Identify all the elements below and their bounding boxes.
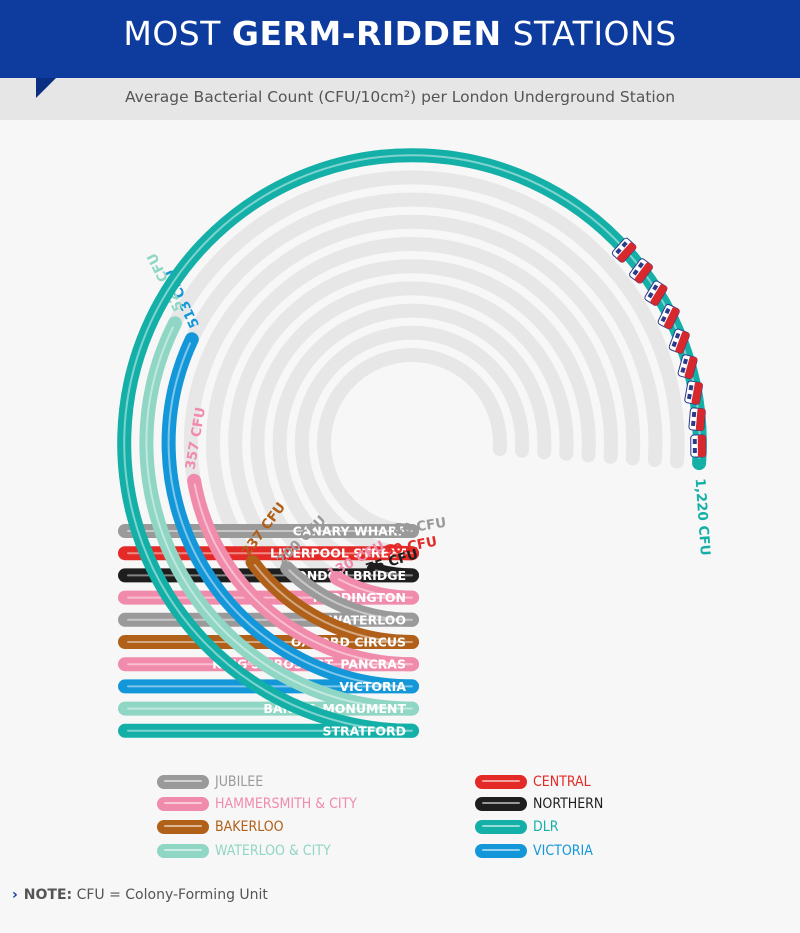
- track-2: [272, 303, 552, 583]
- title-banner: [0, 0, 800, 78]
- legend-swatch: [475, 775, 527, 789]
- track-1: [294, 325, 530, 561]
- bar-highlight: [127, 326, 413, 710]
- title-part-2: GERM-RIDDEN: [231, 14, 502, 53]
- station-label: CANARY WHARF: [293, 524, 406, 539]
- legend-item: CENTRAL: [475, 772, 591, 792]
- arc-liverpool-street: [383, 544, 419, 561]
- legend-label: DLR: [533, 819, 559, 835]
- arc-waterloo: [280, 561, 419, 627]
- legend-item: NORTHERN: [475, 794, 603, 814]
- bar-highlight: [127, 529, 413, 533]
- legend-label: WATERLOO & CITY: [215, 843, 331, 859]
- value-label: 40 CFU: [392, 515, 447, 539]
- legend-swatch: [157, 820, 209, 834]
- value-label: 1,220 CFU: [692, 478, 713, 556]
- title-part-3: STATIONS: [501, 14, 677, 53]
- train-icon: [611, 237, 707, 458]
- page-title: MOST GERM-RIDDEN STATIONS: [0, 14, 800, 53]
- arc-paddington: [329, 570, 419, 605]
- arc-king-s-cross-st-pancras: [187, 473, 419, 672]
- legend-swatch: [475, 820, 527, 834]
- title-part-1: MOST: [123, 14, 232, 53]
- station-label: LONDON BRIDGE: [289, 568, 406, 583]
- station-label: VICTORIA: [339, 679, 406, 694]
- legend-item: DLR: [475, 817, 558, 837]
- station-label: STRATFORD: [322, 723, 406, 738]
- arc-oxford-circus: [245, 555, 419, 649]
- chevron-right-icon: ›: [12, 887, 18, 903]
- banner-notch: [36, 78, 56, 98]
- legend-label: NORTHERN: [533, 796, 604, 812]
- legend-label: HAMMERSMITH & CITY: [215, 796, 357, 812]
- legend-swatch: [475, 797, 527, 811]
- track-0: [317, 348, 507, 538]
- arc-stratford: [117, 148, 707, 738]
- note-text: CFU = Colony-Forming Unit: [72, 887, 268, 903]
- legend-item: VICTORIA: [475, 841, 593, 861]
- arc-bank-monument: [139, 316, 419, 716]
- subtitle-bar: [0, 78, 800, 120]
- station-label: LIVERPOOL STREET: [270, 546, 406, 561]
- arc-canary-wharf: [391, 522, 419, 538]
- chart-subtitle: Average Bacterial Count (CFU/10cm²) per …: [124, 88, 676, 106]
- legend-swatch: [157, 797, 209, 811]
- legend-label: VICTORIA: [533, 843, 593, 859]
- legend-label: JUBILEE: [215, 774, 264, 790]
- legend-item: JUBILEE: [157, 772, 263, 792]
- station-label: WATERLOO: [329, 612, 406, 627]
- footnote: › NOTE: CFU = Colony-Forming Unit: [12, 887, 268, 903]
- legend-swatch: [475, 844, 527, 858]
- note-key: NOTE:: [23, 887, 73, 903]
- legend-label: BAKERLOO: [215, 819, 284, 835]
- legend-item: WATERLOO & CITY: [157, 841, 331, 861]
- bar-highlight: [123, 154, 701, 732]
- legend-swatch: [157, 775, 209, 789]
- legend-swatch: [157, 844, 209, 858]
- arc-london-bridge: [366, 562, 419, 583]
- legend-label: CENTRAL: [533, 774, 591, 790]
- legend-item: BAKERLOO: [157, 817, 284, 837]
- arc-victoria: [161, 332, 419, 694]
- legend-item: HAMMERSMITH & CITY: [157, 794, 357, 814]
